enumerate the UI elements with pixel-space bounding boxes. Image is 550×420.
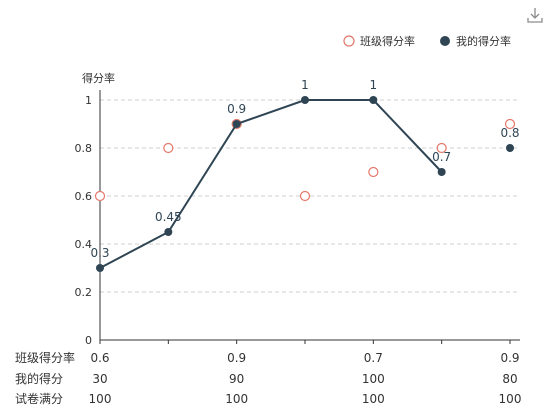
my-score-point: [164, 228, 173, 236]
y-tick-label: 0.2: [75, 286, 93, 299]
class-score-point: [94, 190, 106, 202]
download-icon[interactable]: [526, 6, 544, 24]
my-score-data-label: 0.7: [432, 150, 451, 164]
my-score-point: [96, 264, 104, 272]
my-score-data-label: 0.9: [227, 102, 246, 116]
class-score-point: [163, 142, 174, 154]
my-score-data-label: 0.45: [155, 210, 182, 224]
class-score-point: [299, 190, 311, 202]
y-tick-label: 0.6: [75, 190, 93, 203]
table-cell: 0.9: [227, 351, 246, 365]
my-score-line: [99, 99, 443, 269]
table-cell: 100: [225, 392, 248, 406]
y-tick-label: 0: [85, 334, 92, 347]
y-tick-label: 0.8: [75, 142, 93, 155]
class-score-point: [436, 142, 447, 154]
y-tick-label: 0.4: [75, 238, 93, 251]
table-cell: 90: [229, 372, 244, 386]
legend[interactable]: 班级得分率 我的得分率: [343, 34, 511, 48]
legend-label-mine: 我的得分率: [456, 34, 511, 48]
my-score-point: [506, 144, 514, 152]
my-score-data-label: 0.3: [90, 246, 109, 260]
table-cell: 80: [502, 372, 517, 386]
table-row-header: 班级得分率: [15, 350, 75, 365]
table-cell: 100: [499, 392, 522, 406]
my-score-point: [301, 96, 309, 104]
data-table: 班级得分率 0.6 0.9 0.7 0.9 我的得分 30 90 100 80 试卷满分 100 100…: [15, 350, 521, 406]
class-score-point: [368, 166, 379, 178]
table-cell: 100: [89, 392, 112, 406]
legend-label-class: 班级得分率: [360, 34, 415, 48]
my-score-data-label: 1: [370, 78, 378, 92]
table-cell: 30: [92, 372, 107, 386]
my-score-point: [232, 120, 241, 128]
y-axis-label: 得分率: [82, 71, 115, 85]
class-score-point: [504, 118, 516, 130]
series-my-score-rate: 0.3 0.45 0.9 1 1 0.7 0.8: [90, 78, 520, 272]
table-row-header: 我的得分: [15, 371, 63, 386]
series-class-score-rate: [94, 118, 516, 202]
my-score-point: [369, 96, 378, 104]
table-cell: 100: [362, 372, 385, 386]
my-score-data-label: 0.8: [500, 126, 519, 140]
table-cell: 0.6: [90, 351, 109, 365]
table-cell: 0.9: [500, 351, 519, 365]
y-tick-label: 1: [85, 94, 92, 107]
axes: 0 0.2 0.4 0.6 0.8 1 得分率: [75, 71, 520, 347]
legend-marker-mine: [440, 36, 450, 46]
table-row-header: 试卷满分: [15, 391, 63, 406]
table-cell: 0.7: [364, 351, 383, 365]
legend-marker-class: [343, 35, 355, 47]
table-cell: 100: [362, 392, 385, 406]
my-score-point: [437, 168, 446, 176]
my-score-data-label: 1: [301, 78, 309, 92]
